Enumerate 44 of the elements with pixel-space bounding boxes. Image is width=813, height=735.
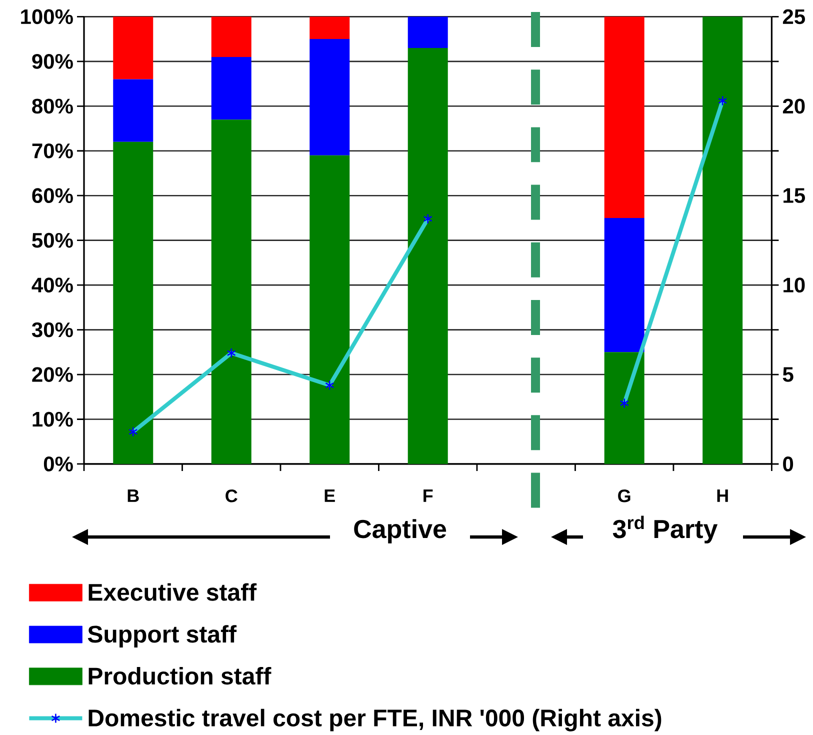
y-tick-label: 60% — [32, 188, 73, 204]
x-tick-label: E — [324, 490, 335, 502]
text: Captive — [354, 519, 446, 544]
y-tick-label: 80% — [32, 98, 73, 114]
x-tick-label: C — [226, 490, 238, 502]
bar — [310, 16, 350, 40]
bar — [702, 16, 743, 464]
text: 3$^{rd}$ Party — [612, 516, 718, 544]
y-tick-label: 70% — [32, 143, 73, 158]
bar — [604, 218, 644, 352]
y-tick-label: 30% — [32, 322, 73, 338]
bar — [408, 16, 448, 48]
bar — [211, 120, 252, 464]
y-tick-label: 20% — [32, 367, 73, 382]
y2-tick-label: 0 — [783, 456, 794, 472]
bar — [604, 352, 644, 464]
y-tick-label: 40% — [32, 278, 73, 292]
legend-label: Domestic travel cost per FTE, INR '000 (Right axis) — [88, 708, 662, 732]
bar — [211, 56, 252, 120]
y-tick-label: 0% — [44, 456, 73, 472]
bar — [113, 142, 154, 464]
legend-label: Support staff — [88, 625, 237, 648]
y-tick-label: 10% — [32, 412, 73, 427]
bar — [113, 79, 154, 142]
y2-tick-label: 25 — [782, 9, 805, 24]
x-tick-label: B — [128, 490, 139, 502]
y2-tick-label: 5 — [782, 367, 794, 382]
y2-tick-label: 10 — [784, 278, 805, 292]
bar — [211, 16, 252, 57]
y2-tick-label: 15 — [784, 188, 805, 203]
y-tick-label: 100% — [21, 9, 73, 24]
x-tick-label: H — [717, 490, 728, 502]
bar — [310, 39, 350, 156]
bar — [310, 155, 350, 464]
y2-tick-label: 20 — [782, 98, 805, 114]
x-tick-label: F — [424, 490, 433, 502]
y-tick-label: 50% — [32, 232, 73, 248]
legend-label: Executive staff — [88, 583, 257, 601]
y-tick-label: 90% — [32, 54, 73, 69]
bar — [408, 48, 448, 464]
x-tick-label: G — [618, 490, 630, 502]
bar — [113, 16, 154, 80]
legend-label: Production staff — [88, 666, 272, 685]
bar — [604, 16, 644, 218]
